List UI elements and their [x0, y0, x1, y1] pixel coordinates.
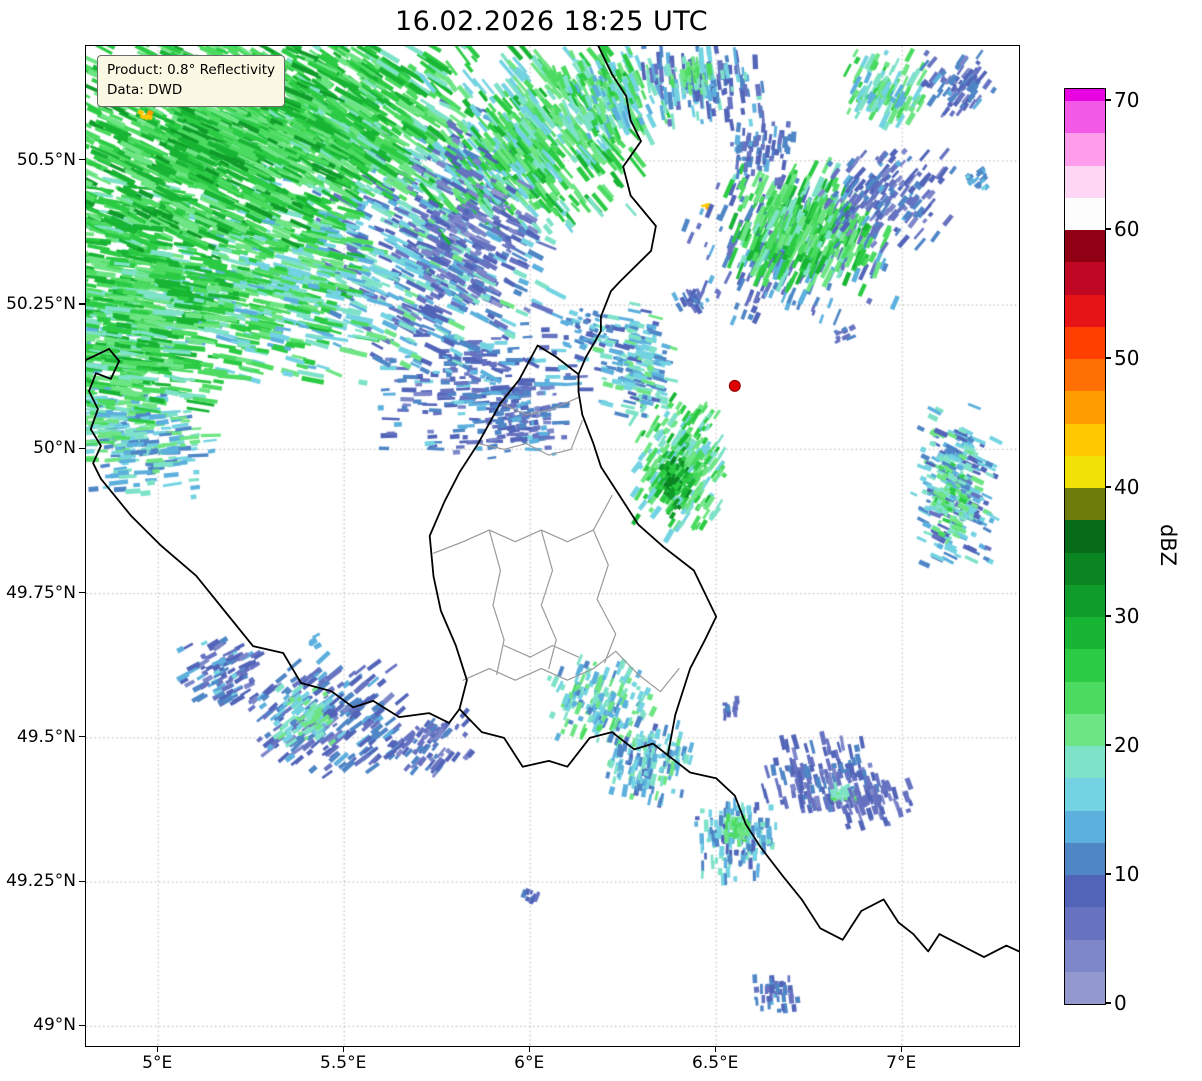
colorbar-band — [1065, 133, 1105, 166]
y-tick-label: 50.25°N — [6, 294, 76, 315]
y-tick-label: 50°N — [33, 438, 76, 459]
x-tick-label: 5.5°E — [320, 1053, 367, 1073]
colorbar-band — [1065, 391, 1105, 424]
data-source-label: Data: DWD — [107, 82, 183, 99]
colorbar-tick-mark — [1105, 873, 1111, 875]
region-border-line — [499, 396, 580, 416]
region-border-line — [503, 644, 580, 658]
colorbar-tick-mark — [1105, 228, 1111, 230]
colorbar-tick-label: 30 — [1114, 604, 1140, 628]
colorbar-tick-label: 50 — [1114, 346, 1140, 370]
colorbar-band — [1065, 778, 1105, 811]
colorbar-band — [1065, 649, 1105, 682]
colorbar-tick-mark — [1105, 357, 1111, 359]
x-tick-mark — [900, 1046, 902, 1052]
colorbar-band — [1065, 584, 1105, 617]
x-tick-label: 6.5°E — [692, 1053, 739, 1073]
colorbar-tick-mark — [1105, 486, 1111, 488]
region-border-line — [488, 529, 505, 676]
colorbar-tick-label: 40 — [1114, 475, 1140, 499]
colorbar-band — [1065, 89, 1105, 101]
colorbar-tick-label: 0 — [1114, 991, 1127, 1015]
x-tick-label: 5°E — [142, 1053, 173, 1073]
product-label: Product: 0.8° Reflectivity — [107, 62, 275, 78]
colorbar-band — [1065, 197, 1105, 230]
radar-site-marker — [728, 379, 741, 392]
colorbar-band — [1065, 326, 1105, 359]
colorbar-band — [1065, 713, 1105, 746]
colorbar-band — [1065, 359, 1105, 392]
region-border-line — [592, 529, 617, 664]
colorbar-band — [1065, 262, 1105, 295]
colorbar-band — [1065, 810, 1105, 843]
colorbar-tick-mark — [1105, 744, 1111, 746]
y-tick-mark — [78, 303, 85, 305]
x-tick-mark — [714, 1046, 716, 1052]
y-tick-label: 49.5°N — [16, 726, 76, 747]
x-tick-mark — [528, 1046, 530, 1052]
country-border-line — [577, 46, 657, 376]
map-plot: Product: 0.8° Reflectivity Data: DWD — [85, 45, 1020, 1047]
region-border-line — [462, 650, 680, 693]
x-tick-label: 6°E — [514, 1053, 545, 1073]
colorbar-label: dBZ — [1156, 523, 1180, 567]
colorbar-bands — [1065, 89, 1105, 1004]
y-tick-mark — [78, 447, 85, 449]
colorbar-band — [1065, 165, 1105, 198]
x-tick-mark — [156, 1046, 158, 1052]
colorbar-tick-mark — [1105, 615, 1111, 617]
colorbar-band — [1065, 875, 1105, 908]
country-border-line — [666, 754, 1019, 958]
x-tick-mark — [342, 1046, 344, 1052]
colorbar-band — [1065, 552, 1105, 585]
colorbar-band — [1065, 842, 1105, 875]
colorbar-band — [1065, 294, 1105, 327]
radar-echo-canvas — [86, 46, 1019, 1046]
colorbar-tick-mark — [1105, 1002, 1111, 1004]
colorbar-band — [1065, 939, 1105, 972]
y-tick-label: 49.25°N — [6, 871, 76, 892]
colorbar-band — [1065, 907, 1105, 940]
colorbar-band — [1065, 971, 1105, 1004]
y-tick-mark — [78, 880, 85, 882]
colorbar-band — [1065, 101, 1105, 134]
colorbar-band — [1065, 617, 1105, 650]
y-tick-mark — [78, 159, 85, 161]
colorbar-band — [1065, 488, 1105, 521]
product-info-box: Product: 0.8° Reflectivity Data: DWD — [97, 55, 285, 107]
y-tick-mark — [78, 1024, 85, 1026]
colorbar-band — [1065, 746, 1105, 779]
colorbar — [1064, 88, 1106, 1005]
colorbar-band — [1065, 455, 1105, 488]
colorbar-band — [1065, 681, 1105, 714]
y-tick-label: 49°N — [33, 1015, 76, 1036]
colorbar-tick-mark — [1105, 99, 1111, 101]
colorbar-band — [1065, 520, 1105, 553]
x-tick-label: 7°E — [886, 1053, 917, 1073]
region-border-line — [432, 494, 613, 554]
y-tick-mark — [78, 592, 85, 594]
country-border-line — [428, 344, 718, 768]
colorbar-tick-label: 60 — [1114, 217, 1140, 241]
colorbar-band — [1065, 423, 1105, 456]
colorbar-tick-label: 70 — [1114, 88, 1140, 112]
region-border-line — [540, 529, 557, 670]
y-tick-mark — [78, 736, 85, 738]
colorbar-tick-label: 10 — [1114, 862, 1140, 886]
colorbar-tick-label: 20 — [1114, 733, 1140, 757]
country-border-line — [86, 347, 461, 724]
colorbar-band — [1065, 230, 1105, 263]
map-border-overlay — [86, 46, 1019, 958]
y-tick-label: 49.75°N — [6, 582, 76, 603]
y-tick-label: 50.5°N — [16, 149, 76, 170]
figure-title: 16.02.2026 18:25 UTC — [394, 6, 709, 37]
region-border-line — [477, 419, 583, 456]
